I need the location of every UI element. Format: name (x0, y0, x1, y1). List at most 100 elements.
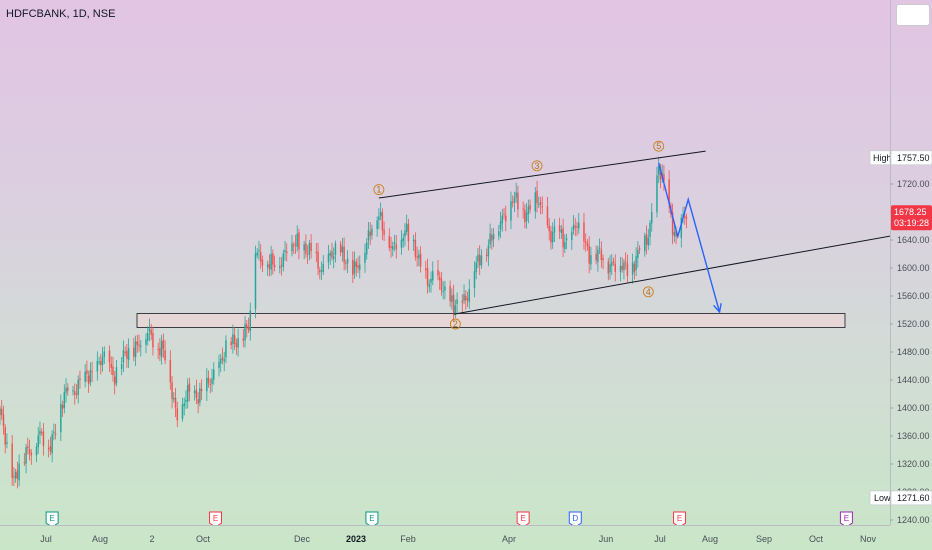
price-chart[interactable]: 1 2 3 4 5 E E E E D E E High Low (0, 0, 890, 525)
last-price-tag (891, 205, 932, 231)
candle-body (432, 271, 434, 281)
candle-body (590, 255, 592, 265)
candle-body (684, 215, 686, 218)
time-axis[interactable]: Jul Aug 2 Oct Dec 2023 Feb Apr Jun Jul Aug Sep Oct No… (0, 525, 890, 550)
candle-body (416, 256, 418, 258)
event-marker (839, 511, 853, 525)
candle-body (644, 235, 646, 252)
candle-body (487, 245, 490, 257)
candle-body (352, 259, 354, 275)
candle-body (0, 408, 3, 416)
candle-body (181, 404, 184, 419)
candle-body (578, 222, 580, 229)
candle-body (656, 175, 658, 213)
candle-body (529, 205, 531, 210)
candle-body (185, 400, 187, 402)
candle-body (456, 299, 458, 304)
candle-body (560, 229, 563, 233)
candle-body (171, 382, 173, 400)
candle-body (113, 376, 116, 385)
event-marker-label: E (213, 514, 218, 523)
high-label: High (873, 153, 890, 163)
x-tick-label: Jul (40, 534, 52, 544)
candle-body (286, 251, 288, 254)
x-tick-label: Feb (400, 534, 416, 544)
candle-body (675, 230, 677, 237)
candle-body (4, 427, 6, 445)
y-tick-label: 1640.00 (897, 235, 930, 245)
symbol-title[interactable]: HDFCBANK, 1D, NSE (6, 8, 116, 20)
candle-body (527, 206, 530, 215)
candle-body (624, 261, 627, 263)
candle-body (148, 328, 151, 332)
candle-body (631, 262, 634, 275)
candle-body (103, 351, 106, 357)
y-tick-label: 1360.00 (897, 431, 930, 441)
candle-body (454, 305, 457, 315)
y-tick-label: 1320.00 (897, 459, 930, 469)
wave-label-circle (531, 160, 543, 172)
candle-body (511, 202, 514, 204)
candle-body (296, 233, 298, 247)
candle-body (685, 217, 688, 219)
x-tick-label: Oct (809, 534, 824, 544)
event-marker (516, 511, 530, 525)
y-tick-label: 1480.00 (897, 347, 930, 357)
x-tick-label: Jul (654, 534, 666, 544)
candle-body (294, 243, 297, 246)
candle-body (279, 266, 281, 268)
candle-body (100, 361, 102, 365)
candle-body (546, 206, 549, 226)
candle-body (412, 239, 415, 242)
candle-body (322, 263, 325, 273)
wave-label-circle (642, 286, 654, 298)
candle-body (230, 341, 232, 346)
candle-body (146, 332, 149, 341)
candle-body (438, 276, 441, 281)
candle-body (39, 430, 41, 435)
candle-body (522, 208, 524, 210)
event-marker-label: E (677, 514, 682, 523)
event-marker (568, 511, 582, 525)
candle-body (437, 269, 439, 276)
candle-body (565, 238, 568, 241)
y-tick-label: 1400.00 (897, 403, 930, 413)
event-marker-label: E (844, 514, 849, 523)
candle-body (14, 472, 17, 479)
candle-body (86, 370, 88, 374)
candle-body (619, 266, 622, 272)
candle-body (152, 333, 154, 348)
candle-body (388, 236, 391, 248)
candle-body (183, 403, 185, 407)
candle-body (369, 231, 371, 237)
candle-body (67, 387, 69, 392)
candle-body (651, 211, 653, 224)
candle-body (505, 215, 507, 222)
candle-body (480, 255, 483, 266)
x-tick-label: Nov (860, 534, 877, 544)
axis-settings-box[interactable] (896, 4, 930, 26)
price-axis[interactable]: 1240.001280.001320.001360.001400.001440.… (890, 0, 932, 525)
candle-body (515, 192, 517, 198)
upper-trendline (378, 150, 706, 199)
candle-body (609, 264, 611, 273)
candle-body (334, 243, 337, 256)
candle-body (40, 431, 43, 433)
candle-body (124, 351, 126, 353)
candle-body (395, 244, 398, 250)
candle-body (197, 399, 199, 404)
candle-body (209, 383, 212, 385)
candle-body (562, 228, 564, 248)
candle-body (586, 243, 589, 247)
candle-body (126, 350, 128, 359)
candle-body (524, 209, 526, 223)
candle-body (367, 230, 370, 241)
candle-body (576, 226, 578, 228)
candle-body (282, 253, 285, 267)
candle-body (259, 251, 262, 262)
candle-body (193, 390, 196, 394)
candle-body (404, 230, 406, 237)
candle-body (465, 296, 467, 301)
candle-body (207, 377, 210, 384)
candle-body (645, 234, 648, 245)
